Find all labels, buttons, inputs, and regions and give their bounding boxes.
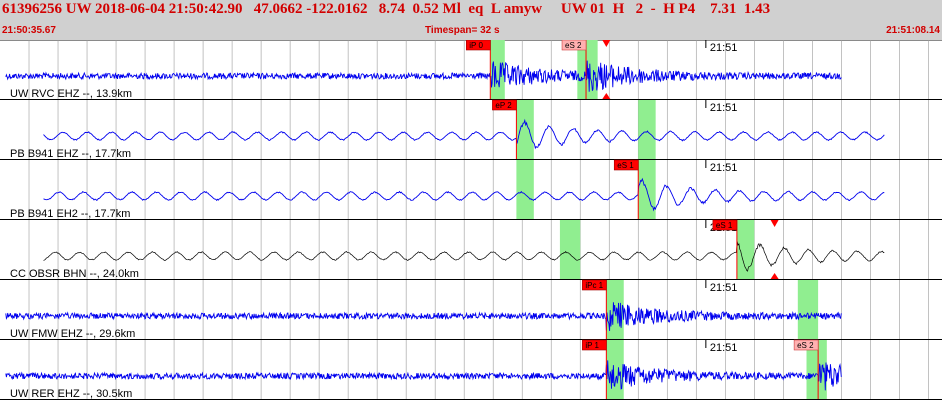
waveform [43,241,885,272]
waveform [43,118,885,150]
minute-label: 21:51 [710,342,738,354]
minute-label: 21:51 [710,42,738,54]
arrival-triangle[interactable] [602,40,611,47]
pick-label: iP 0 [469,41,483,50]
pick-label: iPc 1 [585,281,603,290]
pick-flag[interactable] [492,99,517,111]
pick-flag[interactable] [712,219,738,231]
pick-label: eS 2 [565,41,582,50]
trace-row[interactable]: 21:51 eP 2 PB B941 EHZ --, 17.7km [0,99,942,160]
pick-window [806,340,827,399]
timespan-label: Timespan= 32 s [425,25,500,36]
pick-flag[interactable] [582,339,607,351]
minute-label: 21:51 [710,102,738,114]
trace-row[interactable]: 21:51 eS 1 PB B941 EH2 --, 17.7km [0,159,942,220]
arrival-triangle[interactable] [770,273,779,279]
pick-window [490,40,505,99]
channel-label: UW RVC EHZ --, 13.9km [10,88,132,100]
arrival-triangle[interactable] [602,93,611,99]
pick-window [606,340,624,399]
pick-label: eS 2 [797,341,814,350]
waveform [5,60,842,92]
trace-row[interactable]: 21:51 iPc 1 UW FMW EHZ --, 29.6km [0,279,942,340]
pick-flag[interactable] [561,40,587,51]
minute-label: 21:51 [710,282,738,294]
pick-label: iP 1 [585,341,599,350]
pick-flag[interactable] [793,339,819,351]
pick-flag[interactable] [613,159,639,171]
start-time: 21:50:35.67 [2,25,56,36]
channel-label: PB B941 EHZ --, 17.7km [10,148,131,160]
pick-window [736,220,755,279]
waveform [5,360,842,391]
pick-window [516,160,534,219]
trace-row[interactable]: 21:51 iP 0 eS 2 UW RVC EHZ --, 13.9km [0,40,942,100]
pick-label: eS 1 [617,161,634,170]
channel-label: CC OBSR BHN --, 24.0km [10,268,139,280]
pick-flag[interactable] [465,40,491,51]
pick-flag[interactable] [582,279,607,291]
pick-label: eP 2 [495,101,512,110]
pick-window [797,280,819,339]
seismogram-panel[interactable]: 21:51 iP 0 eS 2 UW RVC EHZ --, 13.9km 21:51 e… [0,40,942,400]
minute-label: 21:51 [710,162,738,174]
waveform [43,177,885,212]
trace-row[interactable]: 21:51 iP 1 eS 2 UW RER EHZ --, 30.5km [0,339,942,400]
channel-label: UW RER EHZ --, 30.5km [10,388,132,400]
pick-window [559,220,581,279]
pick-window [638,100,656,159]
event-header: 61396256 UW 2018-06-04 21:50:42.90 47.06… [0,0,942,41]
end-time: 21:51:08.14 [886,25,940,36]
pick-label: eS 1 [716,221,733,230]
arrival-triangle[interactable] [770,220,779,227]
channel-label: UW FMW EHZ --, 29.6km [10,328,135,340]
channel-label: PB B941 EH2 --, 17.7km [10,208,130,220]
event-summary: 61396256 UW 2018-06-04 21:50:42.90 47.06… [2,1,771,17]
pick-window [516,100,534,159]
waveform [5,302,842,331]
